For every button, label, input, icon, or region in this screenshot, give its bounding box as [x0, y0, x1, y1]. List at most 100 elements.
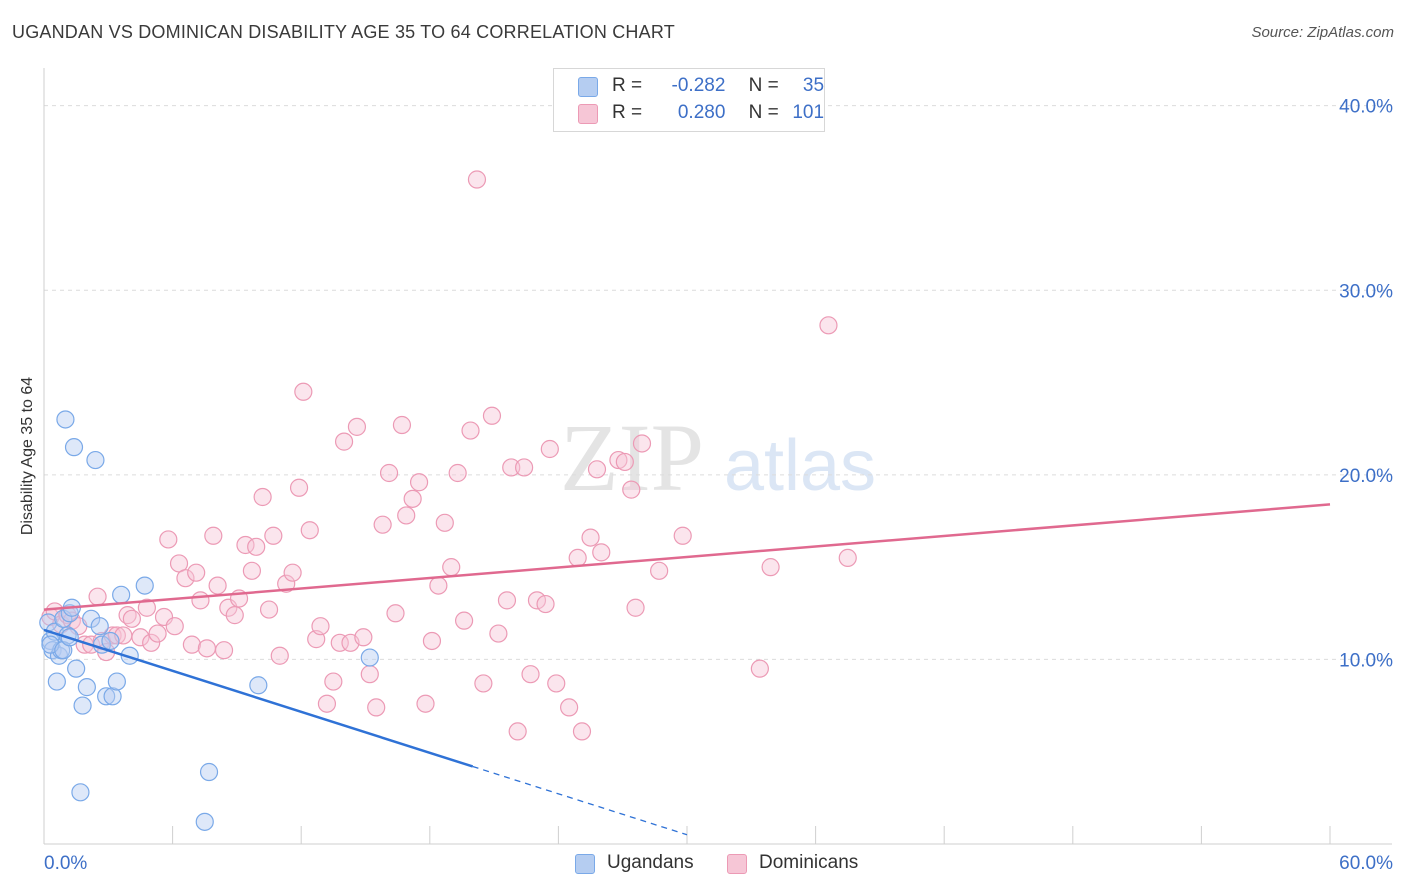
- dominican-point: [208, 576, 227, 595]
- dominican-point: [650, 561, 669, 580]
- source-label: Source: ZipAtlas.com: [1251, 24, 1394, 41]
- chart-title: UGANDAN VS DOMINICAN DISABILITY AGE 35 T…: [12, 22, 675, 42]
- y-tick-label: 20.0%: [1339, 466, 1393, 487]
- dominican-point: [354, 628, 373, 647]
- dominican-point: [334, 432, 354, 451]
- dominican-point: [750, 659, 769, 678]
- dominican-point: [379, 463, 399, 483]
- ugandan-point: [56, 410, 75, 429]
- dominican-point: [609, 450, 628, 470]
- dominican-point: [592, 543, 611, 562]
- dominican-point: [253, 487, 272, 507]
- dominican-point: [311, 617, 330, 636]
- ugandan-point: [90, 617, 109, 636]
- dominican-point: [294, 382, 313, 401]
- dominican-point: [416, 694, 435, 713]
- dominican-point: [461, 421, 480, 440]
- y-tick-label: 40.0%: [1339, 97, 1393, 118]
- dominican-point: [508, 722, 527, 741]
- dominican-point: [373, 515, 392, 534]
- dominican-point: [467, 170, 487, 189]
- ugandans-legend-swatch: [575, 854, 595, 874]
- dominican-point: [324, 672, 343, 691]
- dominican-point: [148, 624, 167, 643]
- x-tick-label-max: 60.0%: [1339, 853, 1393, 874]
- ugandans-legend-label: Ugandans: [607, 852, 694, 873]
- ugandan-point: [97, 687, 116, 706]
- dominican-point: [429, 576, 448, 595]
- dominican-point: [568, 548, 587, 568]
- dominican-point: [632, 434, 652, 453]
- ugandan-point: [103, 687, 122, 706]
- dominican-point: [502, 458, 521, 477]
- dominican-point: [247, 537, 266, 556]
- dominicans-swatch: [578, 104, 598, 124]
- dominican-point: [330, 633, 349, 652]
- y-tick-label: 30.0%: [1339, 281, 1393, 302]
- ugandans-trend-line: [43, 628, 474, 768]
- dominican-point: [300, 521, 319, 540]
- dominican-point: [259, 600, 279, 619]
- r-value: 0.280: [677, 102, 726, 123]
- ugandan-point: [67, 659, 86, 678]
- dominican-point: [347, 417, 367, 436]
- ugandan-point: [86, 450, 105, 470]
- dominican-point: [442, 558, 461, 577]
- dominican-point: [289, 478, 309, 497]
- dominican-point: [386, 604, 405, 623]
- dominican-point: [622, 480, 641, 499]
- r-label: R =: [612, 75, 643, 96]
- dominican-point: [838, 548, 857, 568]
- dominican-point: [422, 631, 442, 651]
- tick-labels: 10.0% 20.0% 30.0% 40.0% 0.0% 60.0%: [44, 97, 1393, 874]
- axes: [43, 68, 1392, 845]
- dominican-point: [521, 665, 540, 684]
- correlation-legend: R = -0.282 N = 35 R = 0.280 N = 101: [553, 68, 825, 132]
- dominican-point: [317, 694, 337, 713]
- ugandan-point: [101, 631, 120, 651]
- dominican-point: [270, 646, 289, 665]
- dominican-point: [242, 561, 262, 580]
- ugandan-point: [249, 676, 268, 695]
- dominican-point: [540, 439, 559, 459]
- dominican-point: [182, 635, 201, 654]
- ugandans-trend-extension: [472, 765, 688, 836]
- ugandan-point: [107, 672, 126, 691]
- dominican-point: [626, 598, 645, 617]
- dominican-point: [673, 526, 692, 545]
- ugandan-point: [73, 696, 92, 715]
- dominican-point: [560, 698, 579, 717]
- n-label: N =: [748, 102, 779, 123]
- dominicans-trend-line: [43, 503, 1331, 611]
- dominican-point: [159, 530, 178, 549]
- data-points: [39, 170, 857, 831]
- trend-lines: [43, 503, 1331, 836]
- dominican-point: [204, 526, 223, 545]
- dominican-point: [515, 458, 534, 477]
- dominican-point: [142, 633, 161, 652]
- dominican-point: [497, 591, 517, 610]
- dominican-point: [360, 665, 379, 684]
- dominican-point: [187, 563, 206, 582]
- dominican-point: [581, 528, 600, 547]
- n-label: N =: [748, 75, 779, 96]
- n-value: 101: [792, 102, 825, 123]
- dominican-point: [225, 606, 244, 625]
- dominican-point: [547, 674, 566, 693]
- ugandan-point: [112, 585, 131, 604]
- dominicans-legend-swatch: [727, 854, 747, 874]
- dominican-point: [176, 569, 195, 588]
- dominican-point: [165, 617, 184, 636]
- dominican-point: [615, 452, 634, 472]
- dominican-point: [819, 316, 838, 335]
- dominican-point: [474, 674, 493, 693]
- dominican-point: [191, 591, 210, 610]
- dominican-point: [392, 415, 412, 435]
- r-value: -0.282: [671, 75, 726, 96]
- y-tick-label: 10.0%: [1339, 650, 1393, 671]
- dominican-point: [435, 513, 454, 532]
- dominican-point: [761, 558, 780, 577]
- dominican-point: [277, 574, 296, 593]
- ugandans-swatch: [578, 77, 598, 97]
